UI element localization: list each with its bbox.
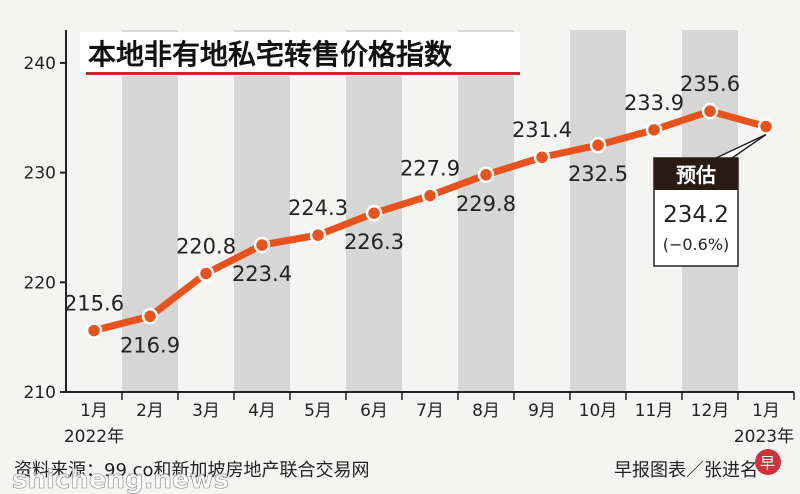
y-axis: 210 220 230 240 bbox=[24, 30, 67, 403]
x-tick-label: 3月 bbox=[192, 401, 220, 421]
x-tick-label: 5月 bbox=[304, 401, 332, 421]
x-axis: 1月 2月 3月 4月 5月 6月 7月 8月 9月 10月 11月 12月 1月 2022年 2023年 bbox=[64, 391, 795, 447]
data-label: 229.8 bbox=[456, 192, 516, 216]
estimate-value: 234.2 bbox=[663, 202, 729, 228]
year-end-label: 2023年 bbox=[734, 427, 794, 447]
data-label: 220.8 bbox=[176, 235, 236, 259]
column-stripe bbox=[122, 30, 178, 392]
data-label: 227.9 bbox=[400, 157, 460, 181]
x-tick-label: 7月 bbox=[416, 401, 444, 421]
year-start-label: 2022年 bbox=[64, 427, 124, 447]
x-tick-label: 8月 bbox=[472, 401, 500, 421]
data-point bbox=[85, 322, 103, 339]
estimate-change: (−0.6%) bbox=[663, 235, 730, 254]
data-label: 215.6 bbox=[64, 292, 124, 316]
data-point bbox=[197, 265, 215, 282]
credit-text: 早报图表／张进名 bbox=[614, 460, 758, 481]
x-tick-label: 12月 bbox=[691, 401, 730, 421]
x-tick-label: 6月 bbox=[360, 401, 388, 421]
y-tick-label: 220 bbox=[24, 273, 56, 293]
data-point bbox=[533, 148, 551, 166]
data-label: 231.4 bbox=[512, 118, 572, 142]
data-point bbox=[421, 187, 439, 204]
x-tick-label: 1月 bbox=[752, 401, 780, 421]
series-line bbox=[85, 102, 775, 339]
footer: 资料来源：99.co和新加坡房地产联合交易网 早报图表／张进名 shicheng… bbox=[12, 449, 781, 494]
column-stripe bbox=[234, 30, 290, 392]
title-underline bbox=[86, 72, 520, 75]
data-labels: 215.6 216.9 220.8 223.4 224.3 226.3 227.9 229.8… bbox=[64, 72, 740, 357]
estimate-callout: 预估 234.2 (−0.6%) bbox=[653, 133, 767, 267]
data-point bbox=[141, 308, 159, 325]
x-tick-label: 1月 bbox=[80, 401, 108, 421]
column-stripe bbox=[570, 30, 626, 392]
data-label: 233.9 bbox=[624, 91, 684, 115]
data-label: 232.5 bbox=[568, 162, 628, 186]
data-point bbox=[757, 118, 775, 135]
data-point bbox=[701, 102, 719, 120]
x-tick-label: 2月 bbox=[136, 401, 164, 421]
data-label: 224.3 bbox=[288, 196, 348, 220]
column-stripe bbox=[458, 30, 514, 392]
callout-header bbox=[654, 158, 738, 190]
x-tick-label: 10月 bbox=[579, 401, 618, 421]
data-point bbox=[309, 226, 327, 244]
watermark-text: shicheng.news bbox=[12, 465, 229, 494]
data-label: 235.6 bbox=[680, 72, 740, 96]
column-stripes bbox=[122, 30, 738, 392]
data-label: 223.4 bbox=[232, 262, 292, 286]
x-tick-label: 11月 bbox=[635, 401, 674, 421]
data-point bbox=[253, 236, 271, 254]
data-point bbox=[477, 166, 495, 184]
data-point bbox=[589, 136, 607, 154]
chart-title: 本地非有地私宅转售价格指数 bbox=[88, 38, 453, 71]
logo-badge bbox=[755, 449, 781, 475]
x-tick-label: 9月 bbox=[528, 401, 556, 421]
data-label: 216.9 bbox=[120, 333, 180, 357]
y-tick-label: 210 bbox=[24, 383, 56, 403]
source-text: 资料来源：99.co和新加坡房地产联合交易网 bbox=[14, 460, 370, 481]
callout-pointer bbox=[715, 133, 767, 159]
chart-title-box: 本地非有地私宅转售价格指数 bbox=[80, 32, 520, 76]
estimate-label: 预估 bbox=[676, 163, 716, 187]
x-tick-label: 4月 bbox=[248, 401, 276, 421]
data-point bbox=[645, 121, 663, 139]
y-tick-label: 240 bbox=[24, 54, 56, 74]
data-label: 226.3 bbox=[344, 230, 404, 254]
data-point bbox=[365, 204, 383, 222]
y-tick-label: 230 bbox=[24, 164, 56, 184]
logo-glyph: 早 bbox=[760, 454, 775, 472]
